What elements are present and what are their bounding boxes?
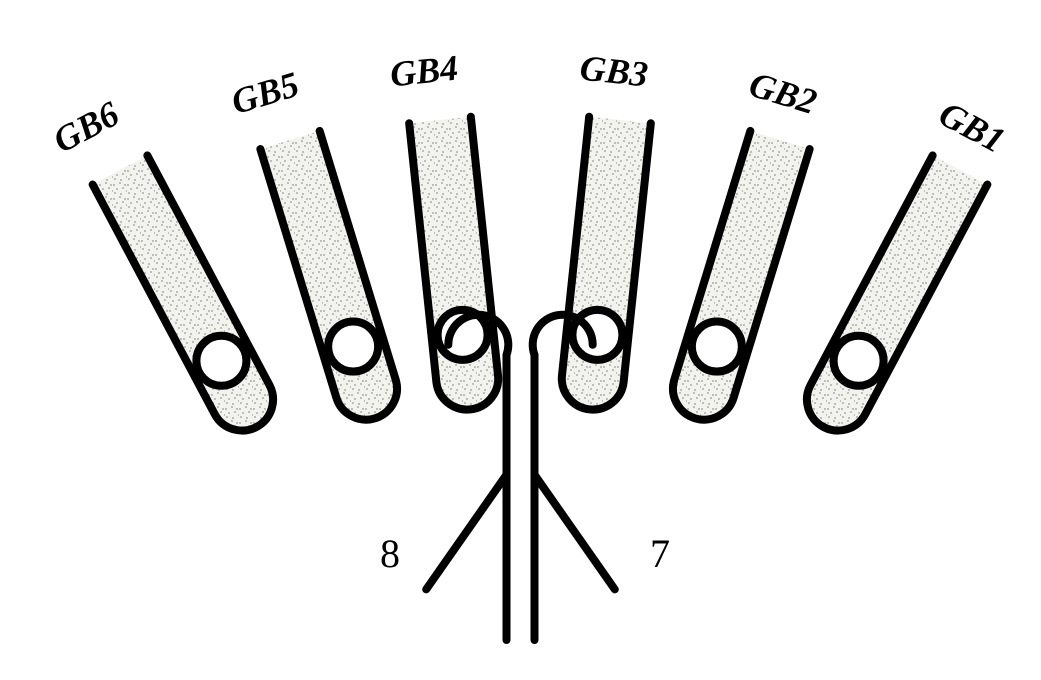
tube-label: GB3 [578, 47, 650, 96]
tube-ball [834, 336, 884, 386]
needle-right-barb [535, 475, 615, 590]
needle-left-barb [426, 475, 506, 590]
diagram-svg [0, 0, 1041, 680]
tube-fill [807, 155, 987, 430]
tube-label: GB4 [388, 47, 460, 96]
diagram-stage: GB6GB5GB4GB3GB2GB187 [0, 0, 1041, 680]
tube-ball [692, 322, 742, 372]
figure-number-left: 8 [380, 530, 400, 577]
tube-ball [196, 336, 246, 386]
figure-number-right: 7 [650, 530, 670, 577]
tube-fill [93, 155, 273, 430]
tube-ball [328, 322, 378, 372]
